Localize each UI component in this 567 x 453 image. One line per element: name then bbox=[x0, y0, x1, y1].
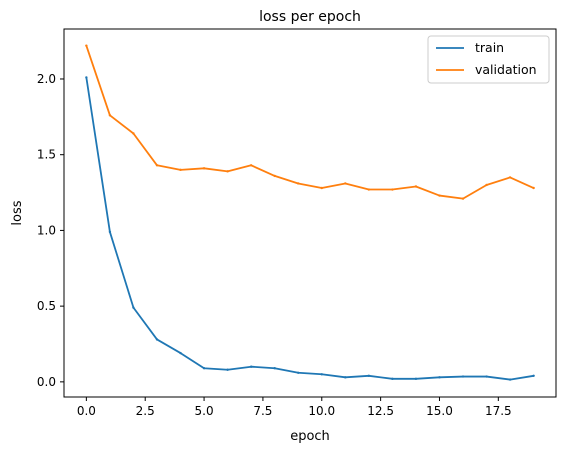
data-point-validation bbox=[508, 176, 512, 179]
legend-label-validation: validation bbox=[475, 62, 537, 77]
data-point-train bbox=[367, 374, 371, 377]
data-point-train bbox=[85, 76, 88, 79]
data-point-validation bbox=[367, 188, 371, 191]
data-point-train bbox=[320, 373, 323, 376]
data-point-validation bbox=[344, 182, 347, 185]
data-point-train bbox=[273, 367, 276, 370]
data-point-train bbox=[461, 375, 465, 378]
x-axis-ticks: 0.0 2.5 5.0 7.5 10.0 12.5 15.0 17.5 bbox=[77, 397, 512, 418]
series-line-validation bbox=[85, 44, 535, 200]
data-point-train bbox=[508, 378, 512, 381]
y-axis-label: loss bbox=[10, 200, 25, 225]
data-point-validation bbox=[438, 194, 441, 197]
data-point-train bbox=[202, 367, 206, 370]
data-point-validation bbox=[202, 167, 206, 170]
data-point-train bbox=[155, 338, 159, 341]
data-point-train bbox=[532, 374, 535, 377]
series-line-train bbox=[85, 76, 535, 381]
data-point-validation bbox=[179, 168, 182, 172]
data-point-validation bbox=[461, 197, 465, 200]
data-point-validation bbox=[155, 164, 159, 167]
x-tick-label: 17.5 bbox=[485, 404, 512, 418]
data-point-train bbox=[226, 368, 229, 371]
data-point-train bbox=[297, 371, 300, 374]
y-axis-ticks: 0.0 0.5 1.0 1.5 2.0 bbox=[37, 72, 64, 389]
x-tick-label: 0.0 bbox=[77, 404, 96, 418]
data-point-train bbox=[414, 377, 418, 381]
y-tick-label: 1.5 bbox=[37, 148, 56, 162]
data-point-validation bbox=[391, 188, 394, 191]
y-tick-label: 2.0 bbox=[37, 72, 56, 86]
data-point-train bbox=[438, 376, 441, 379]
data-point-validation bbox=[414, 185, 418, 188]
series-layer bbox=[85, 44, 535, 381]
x-tick-label: 12.5 bbox=[367, 404, 394, 418]
y-tick-label: 0.5 bbox=[37, 299, 56, 313]
x-tick-label: 7.5 bbox=[253, 404, 272, 418]
x-tick-label: 2.5 bbox=[136, 404, 155, 418]
data-point-validation bbox=[297, 182, 300, 185]
data-point-train bbox=[108, 230, 112, 234]
data-point-validation bbox=[320, 186, 323, 190]
data-point-validation bbox=[273, 174, 276, 178]
data-point-validation bbox=[485, 183, 488, 187]
data-point-train bbox=[485, 375, 488, 378]
data-point-train bbox=[132, 306, 135, 309]
plot-area bbox=[63, 28, 557, 398]
data-point-train bbox=[344, 376, 347, 379]
legend: train validation bbox=[427, 35, 550, 84]
data-point-train bbox=[179, 351, 182, 355]
data-point-train bbox=[391, 377, 394, 381]
x-tick-label: 10.0 bbox=[308, 404, 335, 418]
chart-title: loss per epoch bbox=[259, 9, 361, 25]
data-point-validation bbox=[132, 132, 135, 135]
y-tick-label: 0.0 bbox=[37, 375, 56, 389]
data-point-validation bbox=[226, 170, 229, 173]
data-point-train bbox=[249, 365, 253, 368]
data-point-validation bbox=[85, 44, 88, 47]
data-point-validation bbox=[108, 114, 112, 117]
x-tick-label: 5.0 bbox=[195, 404, 214, 418]
legend-label-train: train bbox=[475, 40, 504, 55]
y-tick-label: 1.0 bbox=[37, 223, 56, 237]
x-axis-label: epoch bbox=[290, 429, 330, 444]
x-tick-label: 15.0 bbox=[426, 404, 453, 418]
data-point-validation bbox=[532, 186, 535, 190]
data-point-validation bbox=[249, 164, 253, 167]
